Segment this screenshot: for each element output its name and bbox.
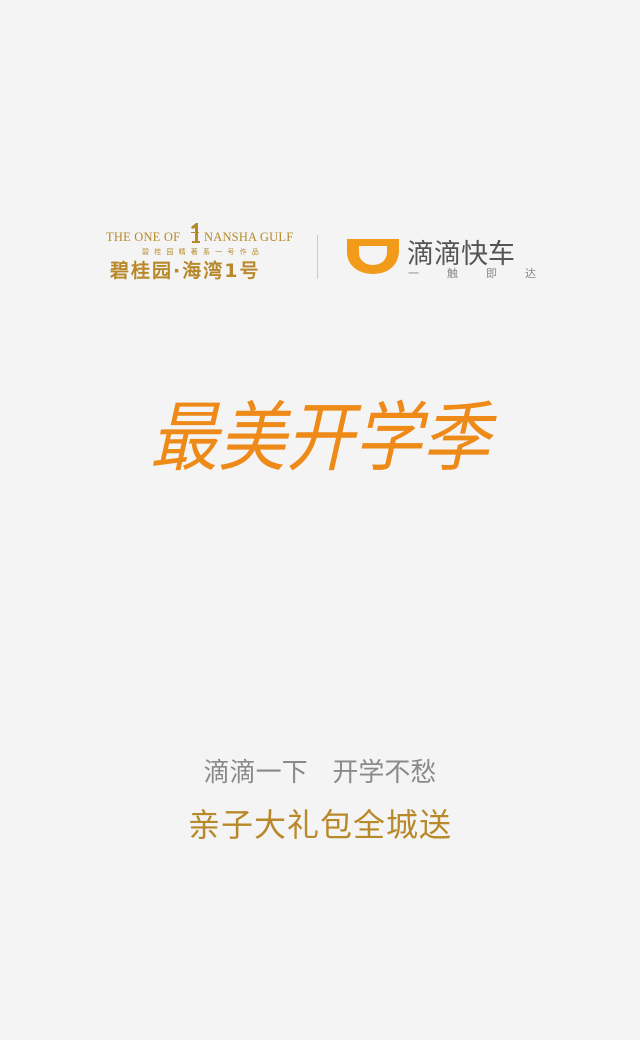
didi-d-logo-icon xyxy=(345,234,401,274)
hero-title-text: 最美开学季 xyxy=(150,393,497,482)
country-garden-nansha-gulf-logo: THE ONE OF NANSHA GULF 碧桂园精著系一号作品 碧桂园·海湾… xyxy=(104,222,296,284)
didi-express-name: 滴滴快车 xyxy=(407,239,515,270)
hero-title-calligraphy: 最美开学季 xyxy=(150,393,497,482)
tagline: 滴滴一下 开学不愁 xyxy=(203,758,437,788)
partner-logo-bar: THE ONE OF NANSHA GULF 碧桂园精著系一号作品 碧桂园·海湾… xyxy=(0,222,640,284)
didi-slogan-char: 达 xyxy=(525,267,536,280)
logo-divider xyxy=(317,235,318,279)
bgy-chinese-title: 碧桂园·海湾1号 xyxy=(110,260,261,282)
bgy-english-left: THE ONE OF xyxy=(106,230,181,244)
promo-text: 亲子大礼包全城送 xyxy=(187,806,452,844)
didi-express-logo: 滴滴快车 一 触 即 达 xyxy=(345,232,545,284)
didi-slogan-char: 即 xyxy=(486,267,497,280)
bgy-english-right: NANSHA GULF xyxy=(204,230,294,244)
didi-slogan-char: 一 xyxy=(408,267,419,280)
hero-title: 最美开学季 xyxy=(140,372,500,496)
didi-slogan-char: 触 xyxy=(447,267,458,280)
number-one-mark-icon xyxy=(191,223,200,243)
didi-slogan: 一 触 即 达 xyxy=(408,265,536,281)
bgy-chinese-subtitle: 碧桂园精著系一号作品 xyxy=(142,248,264,256)
